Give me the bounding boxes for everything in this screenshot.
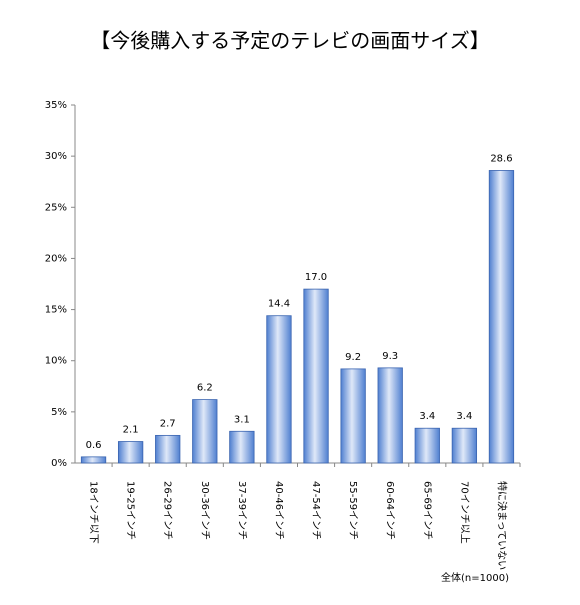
x-tick-label: 18インチ以下 [88, 481, 100, 544]
x-tick-label: 70インチ以上 [458, 481, 470, 544]
x-tick-label: 40-46インチ [273, 481, 285, 540]
bar [117, 441, 144, 464]
value-label: 9.2 [345, 352, 361, 363]
bar [229, 430, 255, 464]
y-tick-label: 15% [45, 305, 67, 316]
value-label: 2.7 [160, 418, 176, 429]
bar [192, 399, 218, 464]
x-tick-label: 65-69インチ [421, 481, 433, 540]
value-label: 3.1 [234, 414, 250, 425]
value-label: 17.0 [305, 272, 327, 283]
bar [451, 427, 478, 464]
value-label: 14.4 [268, 299, 290, 310]
x-tick-label: 47-54インチ [310, 481, 322, 540]
note: 全体(n=1000) [441, 571, 509, 584]
y-tick-label: 25% [45, 202, 67, 213]
value-label: 6.2 [197, 383, 213, 394]
y-tick-label: 30% [45, 151, 67, 162]
x-tick-label: 特に決まっていない [495, 481, 507, 570]
bar [80, 456, 107, 464]
x-tick-label: 30-36インチ [199, 481, 211, 540]
bar [377, 367, 403, 464]
bar [488, 170, 515, 464]
value-label: 3.4 [419, 411, 435, 422]
bar [266, 315, 292, 464]
bar [303, 288, 329, 464]
bar [155, 434, 181, 464]
y-tick-label: 10% [45, 356, 67, 367]
value-label: 9.3 [382, 351, 398, 362]
value-label: 3.4 [456, 411, 472, 422]
y-tick-label: 0% [51, 458, 67, 469]
x-tick-label: 26-29インチ [162, 481, 174, 540]
y-tick-label: 5% [51, 407, 67, 418]
bar [414, 427, 440, 464]
value-label: 28.6 [490, 153, 512, 164]
x-tick-label: 19-25インチ [125, 481, 137, 540]
bar [340, 368, 366, 464]
value-label: 2.1 [123, 425, 139, 436]
y-tick-label: 20% [45, 253, 67, 264]
x-tick-label: 55-59インチ [347, 481, 359, 540]
y-tick-label: 35% [45, 100, 67, 111]
chart-title: 【今後購入する予定のテレビの画面サイズ】 [90, 29, 489, 53]
value-label: 0.6 [86, 440, 102, 451]
x-tick-label: 37-39インチ [236, 481, 248, 540]
x-tick-label: 60-64インチ [384, 481, 396, 540]
